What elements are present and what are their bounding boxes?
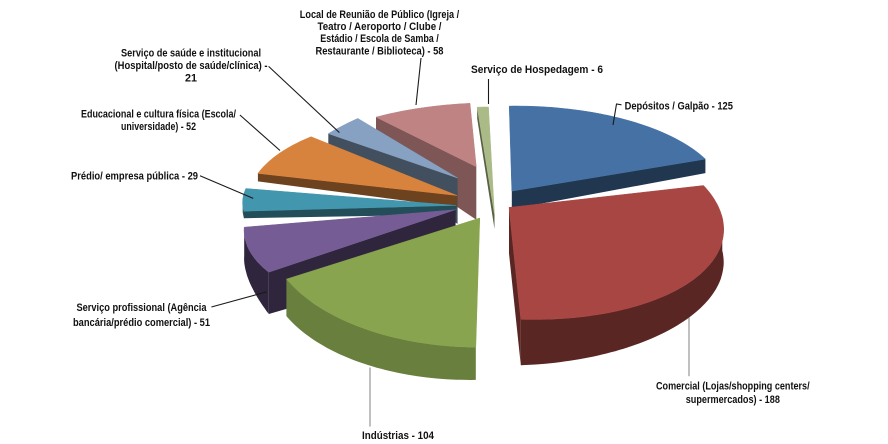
svg-text:Teatro / Aeroporto / Clube /: Teatro / Aeroporto / Clube / (318, 21, 442, 33)
svg-text:Local de Reunião de Público (I: Local de Reunião de Público (Igreja / (300, 9, 459, 21)
svg-text:Prédio/ empresa pública - 29: Prédio/ empresa pública - 29 (71, 171, 198, 183)
svg-text:Depósitos / Galpão - 125: Depósitos / Galpão - 125 (625, 101, 733, 113)
svg-text:(Hospital/posto de saúde/clíni: (Hospital/posto de saúde/clínica) - (115, 60, 268, 72)
svg-text:Indústrias - 104: Indústrias - 104 (362, 430, 435, 442)
svg-text:Serviço profissional (Agência: Serviço profissional (Agência (77, 302, 208, 314)
svg-text:21: 21 (185, 73, 197, 85)
svg-text:supermercados) - 188: supermercados) - 188 (686, 394, 780, 406)
svg-text:Estádio / Escola de Samba /: Estádio / Escola de Samba / (320, 33, 439, 45)
svg-text:Serviço de saúde e institucion: Serviço de saúde e institucional (121, 48, 261, 60)
svg-text:Restaurante / Biblioteca) - 58: Restaurante / Biblioteca) - 58 (316, 45, 444, 57)
svg-text:Educacional e cultura física (: Educacional e cultura física (Escola/ (81, 108, 236, 120)
svg-text:Serviço de Hospedagem - 6: Serviço de Hospedagem - 6 (471, 64, 603, 76)
svg-text:Comercial (Lojas/shopping cent: Comercial (Lojas/shopping centers/ (656, 380, 810, 392)
svg-text:bancária/prédio comercial) - 5: bancária/prédio comercial) - 51 (73, 317, 210, 329)
svg-text:universidade) - 52: universidade) - 52 (121, 121, 196, 133)
